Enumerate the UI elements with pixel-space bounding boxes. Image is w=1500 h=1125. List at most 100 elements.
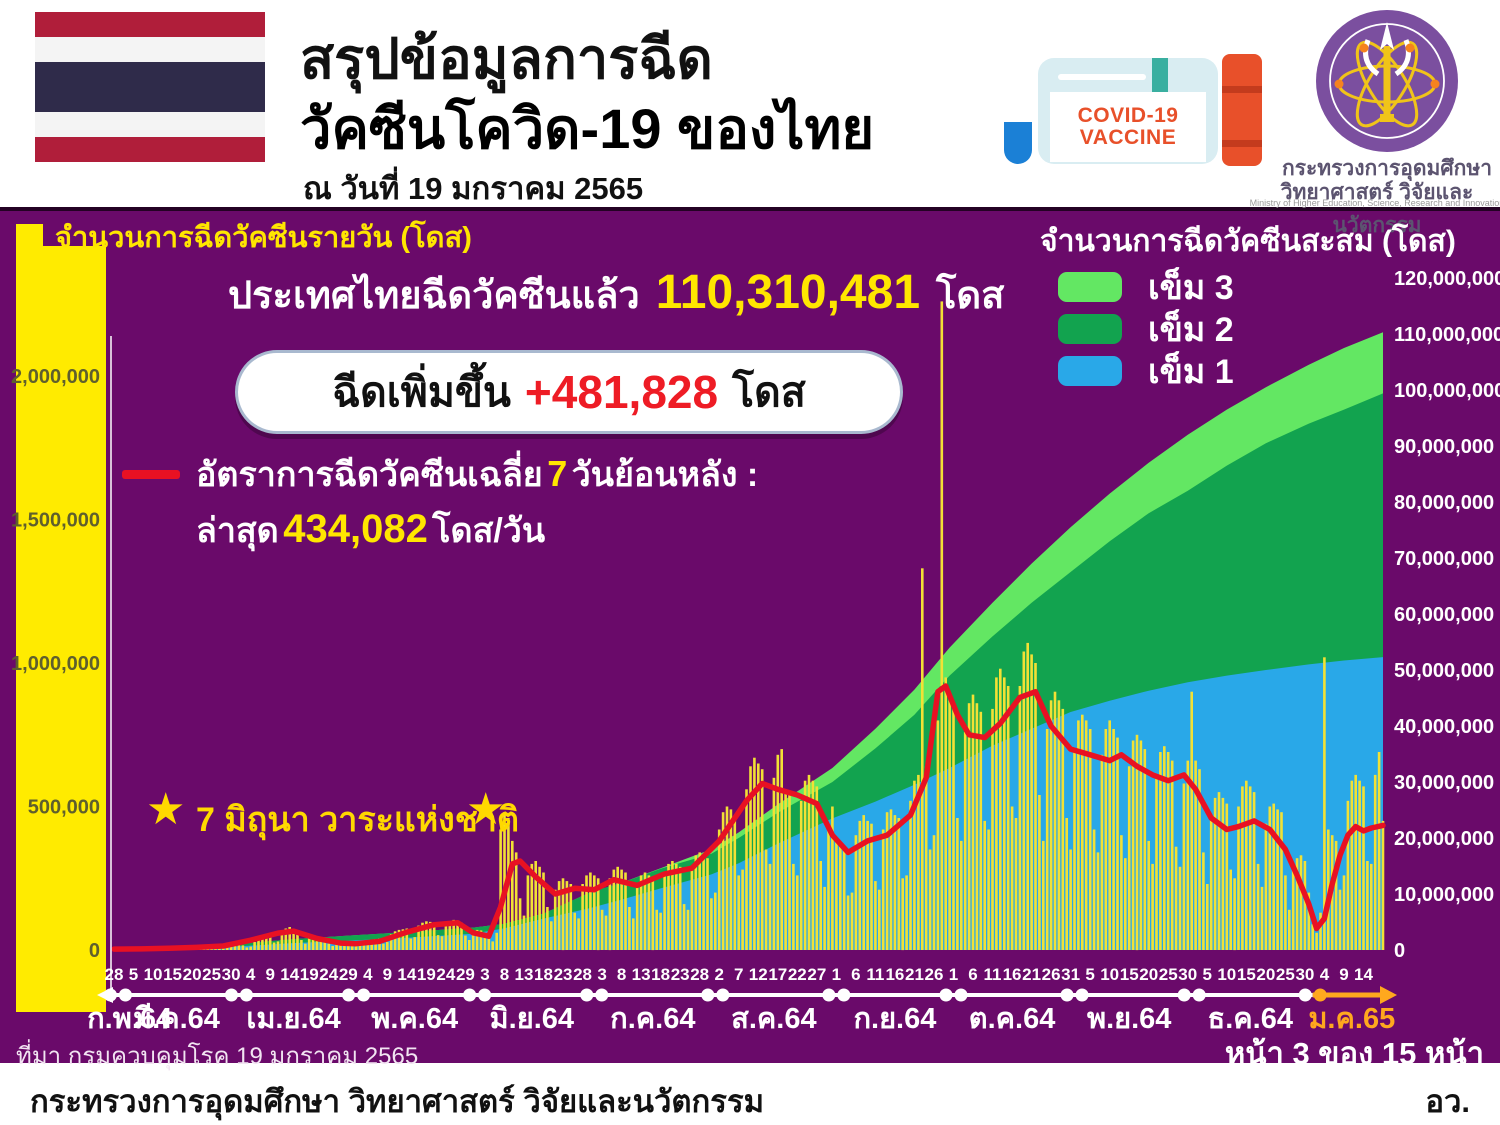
svg-text:ก.ค.64: ก.ค.64: [610, 1003, 695, 1035]
svg-text:26: 26: [925, 965, 944, 984]
avg-line2-post: โดส/วัน: [432, 512, 546, 551]
svg-text:28: 28: [573, 965, 592, 984]
star-icon: ★: [466, 785, 506, 834]
svg-text:25: 25: [202, 965, 221, 984]
svg-text:23: 23: [554, 965, 573, 984]
svg-text:8: 8: [500, 965, 509, 984]
ministry-logo: [1312, 6, 1462, 161]
total-doses-headline: ประเทศไทยฉีดวัคซีนแล้ว 110,310,481 โดส: [228, 264, 1004, 325]
svg-text:6: 6: [968, 965, 977, 984]
vaccine-vial-label-line1: COVID-19: [1077, 103, 1179, 127]
ministry-logo-caption-en: Ministry of Higher Education, Science, R…: [1249, 198, 1500, 208]
dose3-swatch: [1058, 272, 1122, 302]
svg-text:30,000,000: 30,000,000: [1394, 772, 1494, 794]
svg-text:22: 22: [788, 965, 807, 984]
as-of-date: ณ วันที่ 19 มกราคม 2565: [303, 171, 644, 206]
svg-text:3: 3: [480, 965, 489, 984]
svg-text:20: 20: [1139, 965, 1158, 984]
increase-suffix: โดส: [732, 368, 806, 415]
svg-text:14: 14: [280, 965, 299, 984]
svg-text:14: 14: [397, 965, 416, 984]
svg-text:110,000,000: 110,000,000: [1394, 324, 1500, 346]
thailand-flag: [35, 12, 265, 162]
svg-text:1: 1: [949, 965, 958, 984]
svg-text:30: 30: [222, 965, 241, 984]
total-doses-value: 110,310,481: [655, 266, 921, 319]
svg-text:13: 13: [632, 965, 651, 984]
footer-ministry-name: กระทรวงการอุดมศึกษา วิทยาศาสตร์ วิจัยและ…: [30, 1084, 765, 1119]
svg-text:4: 4: [1320, 965, 1330, 984]
svg-text:31: 31: [1061, 965, 1080, 984]
svg-text:5: 5: [1203, 965, 1212, 984]
svg-text:30: 30: [1178, 965, 1197, 984]
page-title-line1: สรุปข้อมูลการฉีด: [300, 27, 713, 90]
syringe-icon-fragment: [1004, 122, 1032, 164]
svg-text:11: 11: [866, 965, 884, 984]
svg-text:9: 9: [1339, 965, 1348, 984]
vaccine-vial-cap-stripe: [1222, 140, 1262, 147]
star-icon: ★: [146, 785, 186, 834]
dose3-label: เข็ม 3: [1148, 269, 1234, 307]
legend-item-dose2: เข็ม 2: [1058, 302, 1234, 356]
svg-text:11: 11: [984, 965, 1002, 984]
svg-text:24: 24: [436, 965, 455, 984]
page-number: หน้า 3 ของ 15 หน้า: [1224, 1036, 1484, 1071]
svg-text:500,000: 500,000: [28, 797, 100, 819]
svg-text:15: 15: [163, 965, 182, 984]
svg-text:20: 20: [183, 965, 202, 984]
svg-text:ต.ค.64: ต.ค.64: [969, 1003, 1056, 1035]
svg-text:8: 8: [617, 965, 626, 984]
svg-text:30: 30: [1295, 965, 1314, 984]
svg-text:9: 9: [265, 965, 274, 984]
svg-text:9: 9: [383, 965, 392, 984]
svg-text:80,000,000: 80,000,000: [1394, 492, 1494, 514]
svg-text:29: 29: [339, 965, 358, 984]
svg-text:6: 6: [851, 965, 860, 984]
avg-line1-post: วันย้อนหลัง :: [571, 456, 759, 494]
legend-item-dose1: เข็ม 1: [1058, 344, 1234, 398]
svg-text:0: 0: [89, 940, 100, 962]
svg-text:7: 7: [734, 965, 743, 984]
dose1-swatch: [1058, 356, 1122, 386]
svg-text:18: 18: [534, 965, 553, 984]
svg-text:28: 28: [105, 965, 124, 984]
svg-text:ส.ค.64: ส.ค.64: [731, 1003, 816, 1035]
svg-text:14: 14: [1354, 965, 1373, 984]
avg-line1-pre: อัตราการฉีดวัคซีนเฉลี่ย: [196, 456, 543, 494]
svg-text:มิ.ย.64: มิ.ย.64: [490, 1003, 574, 1035]
daily-increase-pill: ฉีดเพิ่มขึ้น +481,828 โดส: [235, 350, 903, 434]
svg-text:25: 25: [1159, 965, 1178, 984]
page-title-line2: วัคซีนโควิด-19 ของไทย: [300, 97, 875, 160]
svg-text:10: 10: [144, 965, 163, 984]
svg-text:เม.ย.64: เม.ย.64: [246, 1003, 340, 1035]
vaccine-vial-label-line2: VACCINE: [1079, 126, 1177, 149]
svg-text:13: 13: [515, 965, 534, 984]
svg-text:16: 16: [1003, 965, 1022, 984]
svg-text:19: 19: [417, 965, 436, 984]
svg-text:120,000,000: 120,000,000: [1394, 268, 1500, 290]
svg-text:2: 2: [714, 965, 723, 984]
svg-text:29: 29: [456, 965, 475, 984]
svg-text:10: 10: [1100, 965, 1119, 984]
svg-text:24: 24: [319, 965, 338, 984]
ministry-logo-caption-line2: วิทยาศาสตร์ วิจัยและนวัตกรรม: [1280, 181, 1474, 237]
svg-text:10,000,000: 10,000,000: [1394, 884, 1494, 906]
svg-text:ก.พ.64: ก.พ.64: [87, 1003, 172, 1035]
svg-text:27: 27: [807, 965, 826, 984]
svg-text:5: 5: [129, 965, 138, 984]
svg-text:12: 12: [749, 965, 768, 984]
source-note: ที่มา กรมควบคุมโรค 19 มกราคม 2565: [16, 1043, 419, 1070]
svg-text:40,000,000: 40,000,000: [1394, 716, 1494, 738]
avg-line2-pre: ล่าสุด: [196, 512, 279, 551]
svg-text:1: 1: [832, 965, 841, 984]
svg-text:17: 17: [768, 965, 787, 984]
svg-text:28: 28: [690, 965, 709, 984]
svg-text:4: 4: [363, 965, 373, 984]
svg-text:21: 21: [1022, 965, 1041, 984]
total-doses-prefix: ประเทศไทยฉีดวัคซีนแล้ว: [228, 275, 640, 317]
svg-text:2,000,000: 2,000,000: [11, 366, 100, 388]
svg-text:0: 0: [1394, 940, 1405, 962]
svg-text:1,000,000: 1,000,000: [11, 653, 100, 675]
daily-doses-legend-label: จำนวนการฉีดวัคซีนรายวัน (โดส): [55, 222, 472, 254]
